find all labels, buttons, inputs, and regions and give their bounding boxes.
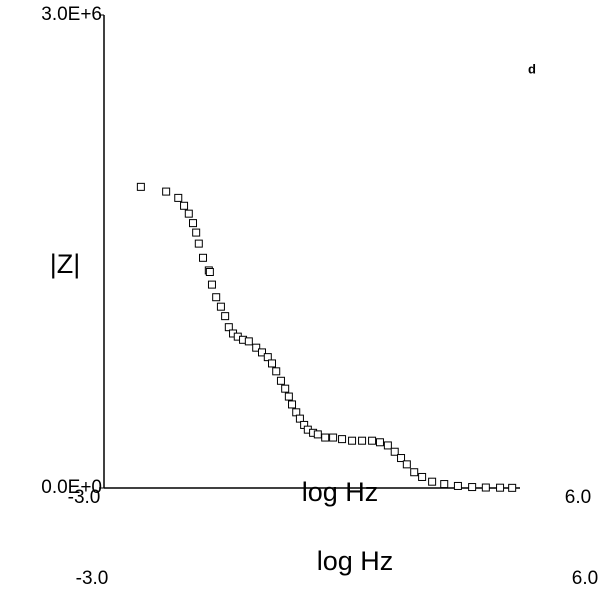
point (244, 337, 253, 346)
point (199, 253, 208, 262)
repeated-x-min: -3.0 (76, 568, 109, 589)
point (221, 312, 230, 321)
annotation: d (528, 61, 536, 76)
point (288, 400, 297, 409)
point (453, 481, 462, 490)
point (207, 280, 216, 289)
point (358, 436, 367, 445)
point (496, 483, 505, 492)
x-axis-label: log Hz (302, 477, 379, 507)
point (440, 480, 449, 489)
point (397, 454, 406, 463)
repeated-x-label: log Hz (317, 546, 394, 576)
point (189, 219, 198, 228)
point (418, 472, 427, 481)
point (313, 430, 322, 439)
point (212, 293, 221, 302)
point (263, 353, 272, 362)
point (383, 441, 392, 450)
point (284, 392, 293, 401)
point (180, 201, 189, 210)
y-axis-label: |Z| (50, 249, 81, 279)
point (468, 483, 477, 492)
point (276, 376, 285, 385)
point (375, 438, 384, 447)
point (481, 483, 490, 492)
point (338, 435, 347, 444)
point (281, 384, 290, 393)
point (162, 187, 171, 196)
point (321, 433, 330, 442)
point (508, 483, 517, 492)
point (390, 447, 399, 456)
point (136, 182, 145, 191)
point (224, 323, 233, 332)
point (194, 239, 203, 248)
point (174, 193, 183, 202)
point (428, 477, 437, 486)
point (216, 302, 225, 311)
point (410, 468, 419, 477)
point (258, 348, 266, 357)
point (295, 414, 304, 423)
y-tick-label: 3.0E+6 (41, 4, 102, 25)
point (329, 433, 338, 442)
point (268, 359, 277, 368)
point (252, 343, 261, 352)
point (402, 460, 411, 469)
repeated-x-max: 6.0 (572, 568, 598, 589)
x-tick-label: -3.0 (68, 487, 101, 508)
point (184, 209, 193, 218)
point (368, 436, 377, 445)
point (192, 228, 201, 237)
point (205, 267, 214, 276)
y-tick-label: 0.0E+0 (41, 477, 102, 498)
x-tick-label: 6.0 (565, 487, 591, 508)
point (348, 436, 357, 445)
point (272, 367, 281, 376)
